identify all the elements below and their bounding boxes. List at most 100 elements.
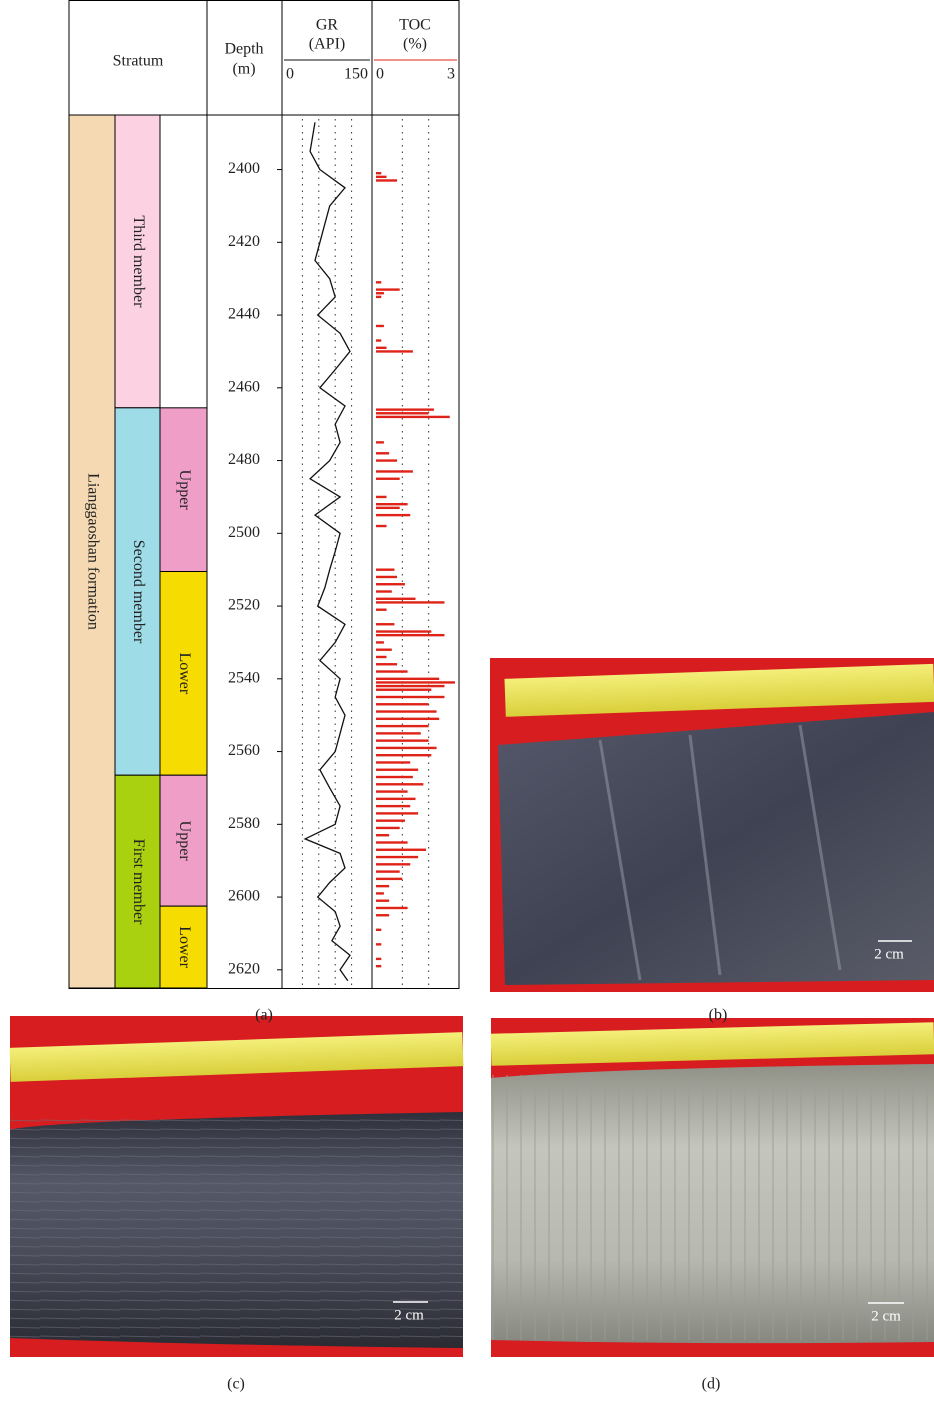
toc-bar <box>376 776 413 778</box>
toc-bar <box>376 663 397 665</box>
toc-bar <box>376 900 389 902</box>
toc-bar <box>376 590 392 592</box>
track-unit: (API) <box>309 36 345 53</box>
toc-bar <box>376 710 437 712</box>
toc-bar <box>376 812 418 814</box>
toc-bar <box>376 598 416 600</box>
toc-bar <box>376 408 434 410</box>
toc-bar <box>376 805 410 807</box>
toc-bar <box>376 576 397 578</box>
depth-tick-label: 2580 <box>228 815 260 832</box>
toc-bar <box>376 747 437 749</box>
track-tick-label: 3 <box>447 66 455 83</box>
toc-bar <box>376 292 384 294</box>
toc-bar <box>376 718 439 720</box>
depth-tick-label: 2500 <box>228 524 260 541</box>
toc-bar <box>376 656 387 658</box>
toc-bar <box>376 907 408 909</box>
toc-bar <box>376 649 392 651</box>
toc-bar <box>376 856 418 858</box>
depth-tick-label: 2460 <box>228 378 260 395</box>
toc-bar <box>376 601 444 603</box>
toc-bar <box>376 172 381 174</box>
toc-bar <box>376 634 444 636</box>
photo-d: 2 cm <box>491 1018 934 1357</box>
toc-bar <box>376 725 429 727</box>
stratum-header: Stratum <box>113 53 164 70</box>
toc-bar <box>376 288 400 290</box>
scale-bar-label: 2 cm <box>874 946 904 962</box>
depth-tick-label: 2600 <box>228 888 260 905</box>
toc-bar <box>376 696 444 698</box>
toc-bar <box>376 769 418 771</box>
depth-tick-label: 2540 <box>228 669 260 686</box>
toc-bar <box>376 507 400 509</box>
gr-curve <box>305 122 350 980</box>
toc-bar <box>376 452 389 454</box>
toc-bar <box>376 761 410 763</box>
track-title: GR <box>316 17 339 34</box>
toc-bar <box>376 496 387 498</box>
stratum-label: Second member <box>130 540 147 644</box>
panel-label: (c) <box>227 1376 245 1393</box>
toc-bar <box>376 281 381 283</box>
toc-bar <box>376 965 381 967</box>
toc-bar <box>376 892 384 894</box>
toc-bar <box>376 958 381 960</box>
track-title: TOC <box>399 17 431 34</box>
depth-tick-label: 2420 <box>228 233 260 250</box>
toc-bar <box>376 929 381 931</box>
toc-bar <box>376 943 381 945</box>
toc-bar <box>376 739 429 741</box>
toc-bar <box>376 325 384 327</box>
scale-bar-label: 2 cm <box>871 1308 901 1324</box>
toc-bar <box>376 347 387 349</box>
depth-tick-label: 2440 <box>228 306 260 323</box>
toc-bar <box>376 914 389 916</box>
panel-label: (b) <box>709 1007 728 1024</box>
track-tick-label: 0 <box>286 66 294 83</box>
depth-tick-label: 2620 <box>228 960 260 977</box>
toc-bar <box>376 609 387 611</box>
depth-unit: (m) <box>232 61 255 78</box>
toc-bar <box>376 568 394 570</box>
stratum-label: First member <box>130 839 147 925</box>
toc-bar <box>376 350 413 352</box>
panel-label: (a) <box>255 1007 273 1024</box>
scale-bar-label: 2 cm <box>394 1307 424 1323</box>
stratum-label: Lower <box>176 926 193 968</box>
depth-tick-label: 2480 <box>228 451 260 468</box>
toc-bar <box>376 459 397 461</box>
depth-tick-label: 2520 <box>228 597 260 614</box>
toc-bar <box>376 470 413 472</box>
toc-bar <box>376 670 408 672</box>
toc-bar <box>376 514 410 516</box>
toc-bar <box>376 478 400 480</box>
toc-bar <box>376 827 400 829</box>
toc-bar <box>376 703 429 705</box>
toc-bar <box>376 754 431 756</box>
stratum-label: Lower <box>176 652 193 694</box>
toc-bar <box>376 681 455 683</box>
stratum-label: Third member <box>130 215 147 308</box>
toc-bar <box>376 863 410 865</box>
depth-tick-label: 2400 <box>228 160 260 177</box>
toc-bar <box>376 798 416 800</box>
toc-bar <box>376 412 429 414</box>
track-unit: (%) <box>403 36 427 53</box>
toc-bar <box>376 630 431 632</box>
depth-header: Depth <box>224 41 263 58</box>
toc-bar <box>376 296 381 298</box>
toc-bar <box>376 416 450 418</box>
core-grooves <box>491 1075 934 1340</box>
toc-bar <box>376 878 402 880</box>
toc-bar <box>376 783 423 785</box>
figure: 2 cm 2 cm 2 cm (a) (b) (c) (d) Stratum D… <box>0 0 934 1397</box>
toc-bar <box>376 834 389 836</box>
stratum-label: Lianggaoshan formation <box>84 473 101 630</box>
photo-b: 2 cm <box>490 658 934 992</box>
toc-bar <box>376 623 394 625</box>
toc-bar <box>376 441 384 443</box>
toc-bar <box>376 339 381 341</box>
toc-bar <box>376 678 439 680</box>
